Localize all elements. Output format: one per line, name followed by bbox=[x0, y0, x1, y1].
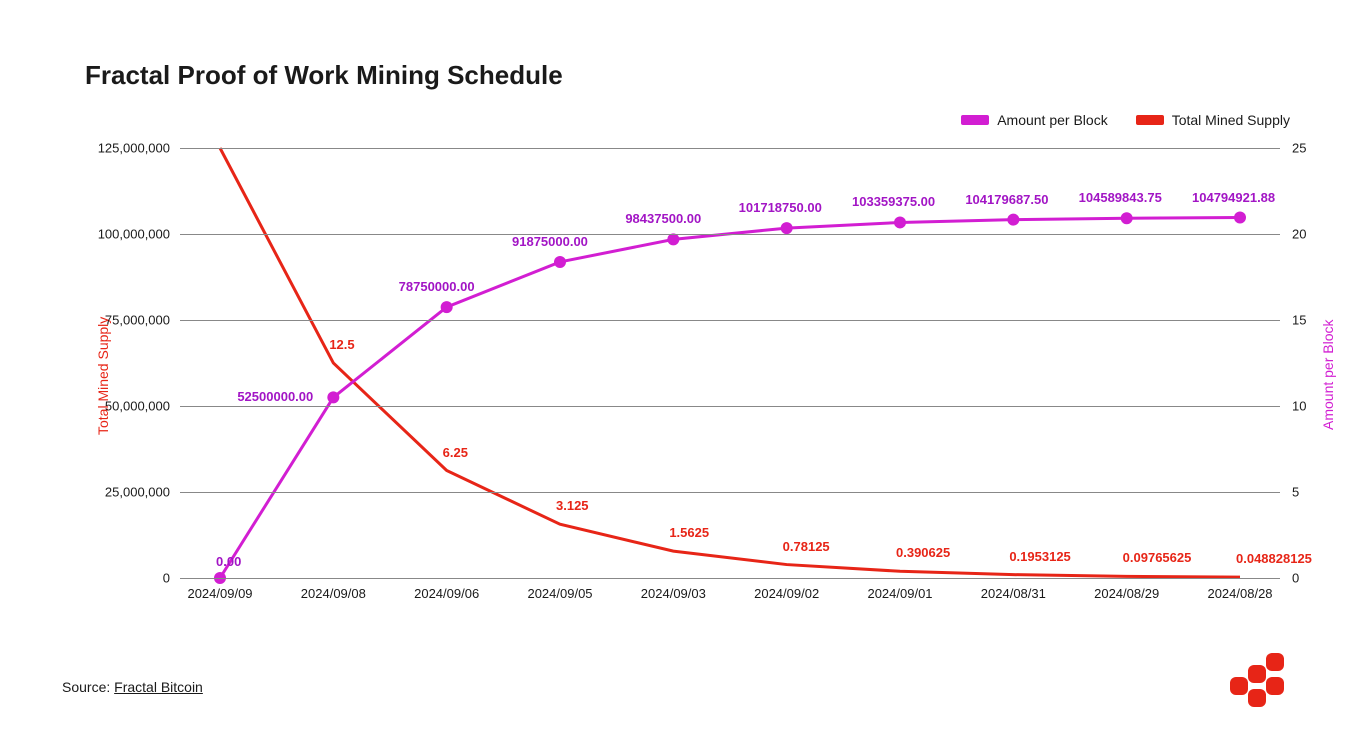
line-total-mined-supply bbox=[220, 218, 1240, 578]
chart-page: Fractal Proof of Work Mining Schedule Am… bbox=[0, 0, 1370, 753]
marker-total-supply bbox=[781, 222, 793, 234]
data-label-supply: 104179687.50 bbox=[965, 192, 1048, 207]
marker-total-supply bbox=[327, 391, 339, 403]
legend-item-supply: Total Mined Supply bbox=[1136, 112, 1290, 128]
data-label-supply: 91875000.00 bbox=[512, 234, 588, 249]
data-label-supply: 0.00 bbox=[216, 554, 241, 569]
grid-line bbox=[180, 148, 1280, 149]
data-label-amount: 0.78125 bbox=[783, 539, 830, 554]
grid-line bbox=[180, 578, 1280, 579]
data-label-amount: 0.1953125 bbox=[1009, 549, 1070, 564]
grid-line bbox=[180, 492, 1280, 493]
line-amount-per-block bbox=[220, 148, 1240, 577]
x-tick: 2024/09/02 bbox=[754, 586, 819, 601]
x-tick: 2024/09/08 bbox=[301, 586, 366, 601]
y-left-tick: 125,000,000 bbox=[90, 141, 170, 156]
x-tick: 2024/09/06 bbox=[414, 586, 479, 601]
grid-line bbox=[180, 234, 1280, 235]
legend-item-amount: Amount per Block bbox=[961, 112, 1108, 128]
data-label-amount: 0.09765625 bbox=[1123, 550, 1192, 565]
marker-total-supply bbox=[894, 216, 906, 228]
marker-total-supply bbox=[1007, 214, 1019, 226]
x-tick: 2024/09/03 bbox=[641, 586, 706, 601]
marker-total-supply bbox=[441, 301, 453, 313]
marker-total-supply bbox=[667, 233, 679, 245]
logo-icon bbox=[1230, 653, 1300, 708]
y-left-tick: 100,000,000 bbox=[90, 227, 170, 242]
y-right-tick: 10 bbox=[1292, 399, 1306, 414]
legend-label-amount: Amount per Block bbox=[997, 112, 1108, 128]
data-label-amount: 3.125 bbox=[556, 498, 589, 513]
x-tick: 2024/08/28 bbox=[1207, 586, 1272, 601]
y-right-tick: 25 bbox=[1292, 141, 1306, 156]
y-right-tick: 0 bbox=[1292, 571, 1299, 586]
data-label-supply: 52500000.00 bbox=[237, 389, 313, 404]
legend: Amount per Block Total Mined Supply bbox=[961, 112, 1290, 128]
legend-label-supply: Total Mined Supply bbox=[1172, 112, 1290, 128]
marker-total-supply bbox=[554, 256, 566, 268]
data-label-amount: 12.5 bbox=[329, 337, 354, 352]
marker-total-supply bbox=[1121, 212, 1133, 224]
x-tick: 2024/08/31 bbox=[981, 586, 1046, 601]
x-tick: 2024/09/01 bbox=[867, 586, 932, 601]
source-prefix: Source: bbox=[62, 679, 114, 695]
y-right-axis-label: Amount per Block bbox=[1320, 320, 1336, 431]
data-label-supply: 104794921.88 bbox=[1192, 190, 1275, 205]
source-line: Source: Fractal Bitcoin bbox=[62, 679, 203, 695]
data-label-supply: 98437500.00 bbox=[625, 211, 701, 226]
y-left-tick: 25,000,000 bbox=[90, 485, 170, 500]
legend-swatch-amount bbox=[961, 115, 989, 125]
brand-logo bbox=[1230, 653, 1300, 713]
y-right-tick: 15 bbox=[1292, 313, 1306, 328]
legend-swatch-supply bbox=[1136, 115, 1164, 125]
y-left-tick: 0 bbox=[90, 571, 170, 586]
y-left-tick: 75,000,000 bbox=[90, 313, 170, 328]
plot-svg bbox=[180, 148, 1280, 578]
source-link[interactable]: Fractal Bitcoin bbox=[114, 679, 203, 695]
y-left-tick: 50,000,000 bbox=[90, 399, 170, 414]
y-right-tick: 20 bbox=[1292, 227, 1306, 242]
grid-line bbox=[180, 406, 1280, 407]
data-label-supply: 103359375.00 bbox=[852, 194, 935, 209]
x-tick: 2024/08/29 bbox=[1094, 586, 1159, 601]
data-label-supply: 104589843.75 bbox=[1079, 190, 1162, 205]
marker-total-supply bbox=[1234, 212, 1246, 224]
data-label-amount: 6.25 bbox=[443, 445, 468, 460]
x-tick: 2024/09/05 bbox=[527, 586, 592, 601]
data-label-supply: 78750000.00 bbox=[399, 279, 475, 294]
data-label-amount: 1.5625 bbox=[669, 525, 709, 540]
plot-area: 025,000,00050,000,00075,000,000100,000,0… bbox=[180, 148, 1280, 578]
data-label-amount: 0.390625 bbox=[896, 545, 950, 560]
x-tick: 2024/09/09 bbox=[187, 586, 252, 601]
data-label-supply: 101718750.00 bbox=[739, 200, 822, 215]
chart-title: Fractal Proof of Work Mining Schedule bbox=[85, 60, 563, 91]
y-left-axis-label: Total Mined Supply bbox=[95, 317, 111, 435]
grid-line bbox=[180, 320, 1280, 321]
y-right-tick: 5 bbox=[1292, 485, 1299, 500]
data-label-amount: 0.048828125 bbox=[1236, 551, 1312, 566]
